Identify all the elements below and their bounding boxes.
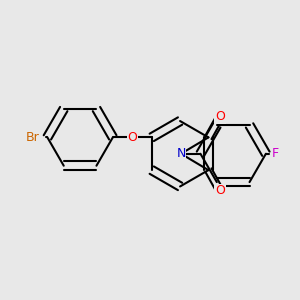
Text: O: O: [215, 110, 225, 123]
Text: F: F: [272, 147, 279, 160]
Text: O: O: [127, 131, 137, 144]
Text: Br: Br: [26, 131, 39, 144]
Text: O: O: [215, 184, 225, 197]
Text: N: N: [176, 147, 186, 160]
